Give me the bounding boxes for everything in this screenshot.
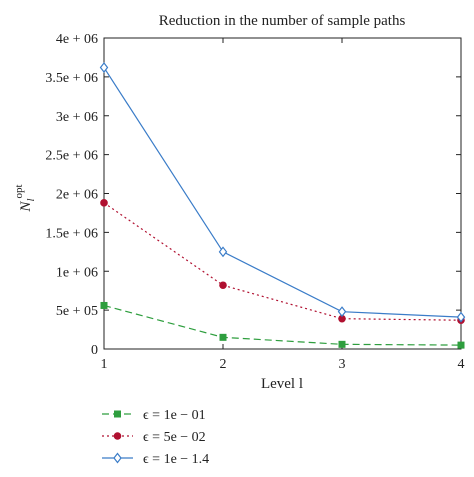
x-axis: 1 2 3 4 [101, 38, 465, 372]
y-axis-label-sub: l [25, 198, 37, 201]
series-line [103, 304, 462, 346]
svg-text:Nlopt: Nlopt [13, 184, 37, 212]
y-tick-label: 2e + 06 [56, 188, 98, 203]
data-point [456, 311, 466, 323]
legend: ϵ = 1e − 01 ϵ = 5e − 02 ϵ = 1e − 1.4 [102, 408, 209, 467]
legend-label: ϵ = 1e − 1.4 [143, 452, 209, 467]
legend-item: ϵ = 1e − 1.4 [102, 452, 209, 467]
series-line [103, 67, 462, 318]
x-tick-label: 2 [220, 357, 227, 372]
data-point [99, 62, 109, 74]
x-tick-label: 4 [458, 357, 465, 372]
y-tick-label: 5e + 05 [56, 304, 98, 319]
y-axis-label-sup: opt [13, 184, 25, 198]
data-point [457, 341, 465, 349]
data-point [338, 314, 346, 323]
legend-marker [113, 452, 122, 464]
legend-item: ϵ = 1e − 01 [102, 408, 206, 423]
x-tick-label: 3 [339, 357, 346, 372]
y-tick-label: 4e + 06 [56, 32, 98, 47]
series-3 [99, 62, 466, 323]
legend-marker [113, 432, 122, 440]
series-2 [100, 199, 465, 325]
y-tick-label: 3.5e + 06 [45, 71, 98, 86]
y-tick-label: 3e + 06 [56, 110, 98, 125]
y-tick-label: 0 [91, 343, 98, 358]
x-tick-label: 1 [101, 357, 108, 372]
data-point [100, 301, 108, 309]
data-point [337, 306, 347, 318]
y-axis-label: Nlopt [13, 184, 37, 212]
y-tick-label: 2.5e + 06 [45, 149, 98, 164]
data-point [219, 333, 227, 341]
data-point [218, 246, 228, 258]
data-point [338, 340, 346, 348]
chart-title: Reduction in the number of sample paths [159, 13, 406, 29]
y-tick-label: 1.5e + 06 [45, 226, 98, 241]
series-line [103, 202, 462, 321]
legend-label: ϵ = 5e − 02 [143, 430, 206, 445]
legend-item: ϵ = 5e − 02 [102, 430, 206, 445]
y-tick-label: 1e + 06 [56, 265, 98, 280]
x-axis-label: Level l [261, 376, 303, 392]
series-1 [100, 301, 465, 349]
y-axis-label-main: N [18, 201, 34, 213]
y-axis: 0 5e + 05 1e + 06 1.5e + 06 2e + 06 2.5e + 06… [45, 32, 461, 358]
legend-label: ϵ = 1e − 01 [143, 408, 206, 423]
legend-marker [114, 410, 121, 418]
series-layer [99, 62, 466, 349]
data-point [100, 199, 108, 207]
data-point [219, 281, 227, 290]
